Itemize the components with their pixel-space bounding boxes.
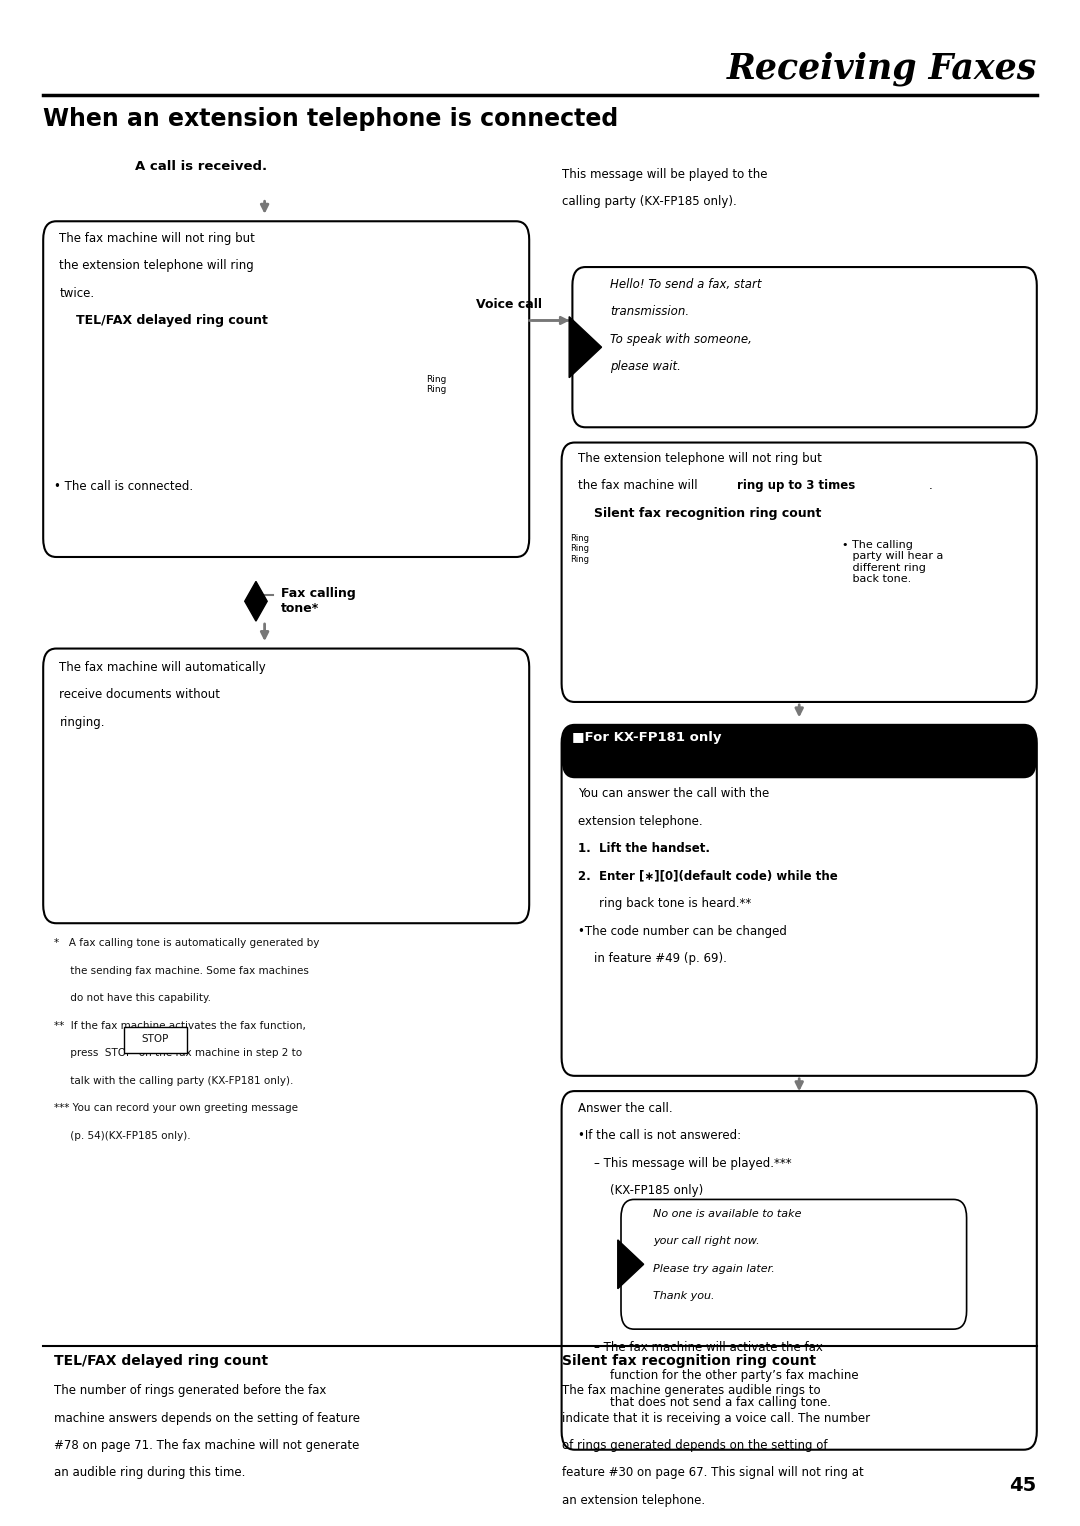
Text: **  If the fax machine activates the fax function,: ** If the fax machine activates the fax …: [54, 1021, 306, 1032]
Text: *   A fax calling tone is automatically generated by: * A fax calling tone is automatically ge…: [54, 938, 320, 949]
Text: •If the call is not answered:: •If the call is not answered:: [578, 1129, 741, 1143]
FancyBboxPatch shape: [572, 267, 1037, 427]
Text: TEL/FAX delayed ring count: TEL/FAX delayed ring count: [76, 314, 268, 328]
Text: – This message will be played.***: – This message will be played.***: [594, 1157, 792, 1170]
Text: ring back tone is heard.**: ring back tone is heard.**: [599, 897, 752, 911]
Text: The fax machine generates audible rings to: The fax machine generates audible rings …: [562, 1384, 820, 1398]
FancyBboxPatch shape: [43, 649, 529, 923]
Polygon shape: [618, 1239, 644, 1288]
Text: You can answer the call with the: You can answer the call with the: [578, 787, 769, 801]
Text: twice.: twice.: [59, 287, 95, 301]
Text: of rings generated depends on the setting of: of rings generated depends on the settin…: [562, 1439, 827, 1453]
Text: Answer the call.: Answer the call.: [578, 1102, 673, 1116]
FancyBboxPatch shape: [562, 1091, 1037, 1450]
Text: Fax calling
tone*: Fax calling tone*: [281, 588, 355, 615]
Text: ■For KX-FP181 only: ■For KX-FP181 only: [572, 731, 721, 745]
Text: Ring
Ring
Ring: Ring Ring Ring: [570, 534, 590, 565]
Text: This message will be played to the: This message will be played to the: [562, 168, 767, 182]
Text: the sending fax machine. Some fax machines: the sending fax machine. Some fax machin…: [54, 966, 309, 977]
Text: an extension telephone.: an extension telephone.: [562, 1494, 705, 1508]
Text: *** You can record your own greeting message: *** You can record your own greeting mes…: [54, 1103, 298, 1114]
Text: (KX-FP185 only): (KX-FP185 only): [610, 1184, 703, 1198]
Text: 2.  Enter [∗][0](default code) while the: 2. Enter [∗][0](default code) while the: [578, 870, 838, 884]
Text: the extension telephone will ring: the extension telephone will ring: [59, 259, 254, 273]
Text: 1.  Lift the handset.: 1. Lift the handset.: [578, 842, 710, 856]
Text: Hello! To send a fax, start: Hello! To send a fax, start: [610, 278, 761, 291]
Text: • The calling
   party will hear a
   different ring
   back tone.: • The calling party will hear a differen…: [842, 540, 944, 584]
Text: indicate that it is receiving a voice call. The number: indicate that it is receiving a voice ca…: [562, 1412, 869, 1425]
Text: receive documents without: receive documents without: [59, 688, 220, 702]
Text: function for the other party’s fax machine: function for the other party’s fax machi…: [610, 1369, 859, 1383]
Text: do not have this capability.: do not have this capability.: [54, 993, 211, 1004]
Text: The fax machine will not ring but: The fax machine will not ring but: [59, 232, 255, 246]
FancyBboxPatch shape: [562, 725, 1037, 778]
Text: Silent fax recognition ring count: Silent fax recognition ring count: [594, 507, 822, 520]
Text: – The fax machine will activate the fax: – The fax machine will activate the fax: [594, 1341, 823, 1355]
FancyBboxPatch shape: [43, 221, 529, 557]
FancyBboxPatch shape: [562, 443, 1037, 702]
Polygon shape: [569, 317, 602, 378]
Text: press  STOP  on the fax machine in step 2 to: press STOP on the fax machine in step 2 …: [54, 1048, 302, 1059]
Text: To speak with someone,: To speak with someone,: [610, 333, 752, 346]
Text: talk with the calling party (KX-FP181 only).: talk with the calling party (KX-FP181 on…: [54, 1076, 294, 1087]
Text: Receiving Faxes: Receiving Faxes: [727, 52, 1037, 85]
Text: No one is available to take: No one is available to take: [653, 1209, 802, 1219]
Text: .: .: [929, 479, 932, 493]
Text: Silent fax recognition ring count: Silent fax recognition ring count: [562, 1354, 815, 1367]
Text: machine answers depends on the setting of feature: machine answers depends on the setting o…: [54, 1412, 360, 1425]
Text: •The code number can be changed: •The code number can be changed: [578, 925, 786, 938]
Text: STOP: STOP: [141, 1035, 170, 1044]
Text: The number of rings generated before the fax: The number of rings generated before the…: [54, 1384, 326, 1398]
Polygon shape: [245, 581, 267, 621]
FancyBboxPatch shape: [621, 1199, 967, 1329]
Text: feature #30 on page 67. This signal will not ring at: feature #30 on page 67. This signal will…: [562, 1466, 863, 1480]
Text: transmission.: transmission.: [610, 305, 689, 319]
Text: please wait.: please wait.: [610, 360, 681, 374]
Text: When an extension telephone is connected: When an extension telephone is connected: [43, 107, 619, 131]
Text: that does not send a fax calling tone.: that does not send a fax calling tone.: [610, 1396, 832, 1410]
FancyBboxPatch shape: [124, 1027, 187, 1053]
Text: (p. 54)(KX-FP185 only).: (p. 54)(KX-FP185 only).: [54, 1131, 191, 1141]
Text: The extension telephone will not ring but: The extension telephone will not ring bu…: [578, 452, 822, 465]
Text: ringing.: ringing.: [59, 716, 105, 729]
Text: Thank you.: Thank you.: [653, 1291, 715, 1302]
Text: A call is received.: A call is received.: [135, 160, 267, 174]
Text: ring up to 3 times: ring up to 3 times: [737, 479, 854, 493]
Text: Please try again later.: Please try again later.: [653, 1264, 775, 1274]
Text: • The call is connected.: • The call is connected.: [54, 479, 193, 493]
Text: the fax machine will: the fax machine will: [578, 479, 701, 493]
Text: calling party (KX-FP185 only).: calling party (KX-FP185 only).: [562, 195, 737, 209]
Text: Ring
Ring: Ring Ring: [427, 375, 447, 394]
Text: your call right now.: your call right now.: [653, 1236, 760, 1247]
Text: TEL/FAX delayed ring count: TEL/FAX delayed ring count: [54, 1354, 268, 1367]
Text: in feature #49 (p. 69).: in feature #49 (p. 69).: [594, 952, 727, 966]
Text: an audible ring during this time.: an audible ring during this time.: [54, 1466, 245, 1480]
FancyBboxPatch shape: [562, 725, 1037, 1076]
Text: 45: 45: [1010, 1477, 1037, 1495]
Text: Voice call: Voice call: [476, 298, 542, 311]
Text: #78 on page 71. The fax machine will not generate: #78 on page 71. The fax machine will not…: [54, 1439, 360, 1453]
Text: extension telephone.: extension telephone.: [578, 815, 702, 829]
Text: The fax machine will automatically: The fax machine will automatically: [59, 661, 266, 674]
